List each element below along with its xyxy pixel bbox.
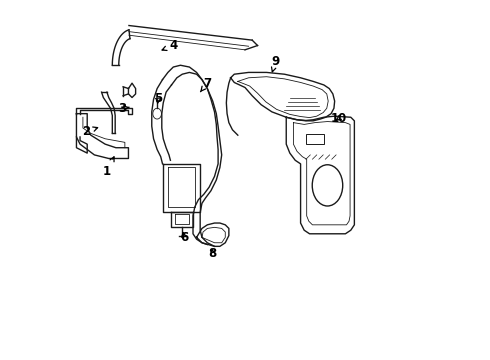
Text: 1: 1 — [103, 157, 114, 177]
Text: 5: 5 — [154, 92, 162, 105]
Text: 2: 2 — [82, 125, 98, 138]
Text: 7: 7 — [200, 77, 211, 92]
Text: 4: 4 — [162, 39, 177, 52]
Text: 8: 8 — [209, 247, 217, 260]
Text: 3: 3 — [118, 102, 129, 115]
Text: 6: 6 — [180, 231, 188, 244]
Text: 9: 9 — [271, 55, 280, 72]
Text: 10: 10 — [331, 112, 347, 125]
